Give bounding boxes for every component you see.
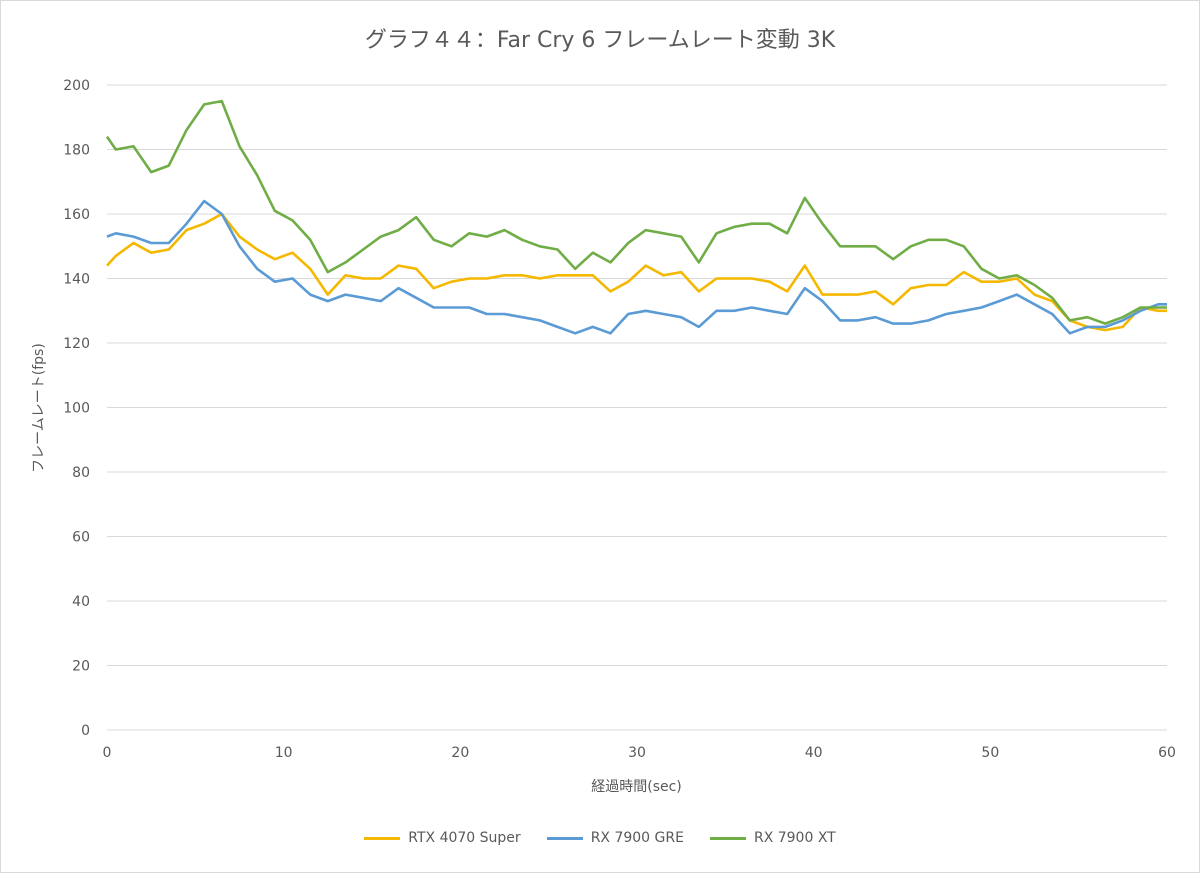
y-tick-label: 0	[81, 723, 90, 739]
x-tick-label: 60	[1158, 745, 1176, 761]
chart-title: グラフ４４：Far Cry 6 フレームレート変動 3K	[364, 28, 836, 53]
y-tick-label: 100	[63, 401, 90, 417]
legend-item-0[interactable]: RTX 4070 Super	[364, 830, 521, 846]
y-tick-label: 80	[72, 465, 90, 481]
y-tick-label: 120	[63, 336, 90, 352]
x-tick-label: 40	[805, 745, 823, 761]
legend-swatch-0	[364, 836, 401, 840]
y-tick-label: 40	[72, 594, 90, 610]
legend-swatch-1	[546, 836, 583, 840]
y-tick-labels: 0 20 40 60 80 100 120 140 160 180 200	[63, 78, 90, 739]
series-lines	[105, 99, 1167, 335]
y-tick-label: 200	[63, 78, 90, 94]
series-line-rtx-4070-super	[106, 212, 1167, 332]
series-line-rx-7900-xt	[105, 99, 1167, 325]
legend-label-1: RX 7900 GRE	[590, 830, 684, 846]
x-tick-label: 20	[451, 745, 469, 761]
y-tick-label: 160	[63, 207, 90, 223]
gridlines	[107, 84, 1167, 731]
y-tick-label: 20	[72, 659, 90, 675]
legend-swatch-2	[709, 836, 746, 840]
x-tick-label: 50	[981, 745, 999, 761]
series-line-rx-7900-gre	[106, 199, 1167, 335]
x-tick-label: 10	[275, 745, 293, 761]
x-tick-label: 30	[628, 745, 646, 761]
legend-item-2[interactable]: RX 7900 XT	[709, 830, 836, 846]
y-tick-label: 140	[63, 272, 90, 288]
x-axis-label: 経過時間(sec)	[591, 779, 682, 795]
legend-item-1[interactable]: RX 7900 GRE	[546, 830, 684, 846]
x-tick-labels: 0 10 20 30 40 50 60	[103, 745, 1176, 761]
y-tick-label: 180	[63, 143, 90, 159]
legend-label-0: RTX 4070 Super	[408, 830, 521, 846]
y-tick-label: 60	[72, 530, 90, 546]
legend-label-2: RX 7900 XT	[753, 830, 836, 846]
legend: RTX 4070 Super RX 7900 GRE RX 7900 XT	[0, 830, 1200, 846]
x-tick-label: 0	[103, 745, 112, 761]
